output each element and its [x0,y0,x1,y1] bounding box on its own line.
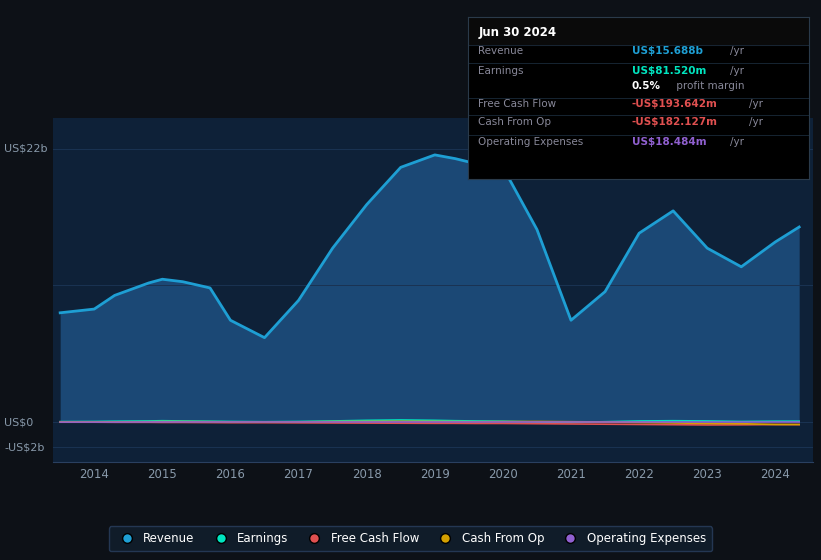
Text: Cash From Op: Cash From Op [478,118,551,128]
Text: Revenue: Revenue [478,46,523,56]
Text: Free Cash Flow: Free Cash Flow [478,99,557,109]
Text: /yr: /yr [750,118,764,128]
Text: Jun 30 2024: Jun 30 2024 [478,26,557,39]
Text: profit margin: profit margin [673,81,745,91]
Text: US$0: US$0 [4,417,34,427]
Text: /yr: /yr [731,66,745,76]
Text: -US$182.127m: -US$182.127m [631,118,718,128]
Text: /yr: /yr [750,99,764,109]
Text: /yr: /yr [731,46,745,56]
Text: US$22b: US$22b [4,144,48,153]
Text: 0.5%: 0.5% [631,81,661,91]
Text: Operating Expenses: Operating Expenses [478,137,584,147]
Text: US$15.688b: US$15.688b [631,46,703,56]
Text: US$18.484m: US$18.484m [631,137,706,147]
Text: -US$193.642m: -US$193.642m [631,99,718,109]
Text: US$81.520m: US$81.520m [631,66,706,76]
Text: -US$2b: -US$2b [4,442,44,452]
Text: /yr: /yr [731,137,745,147]
Legend: Revenue, Earnings, Free Cash Flow, Cash From Op, Operating Expenses: Revenue, Earnings, Free Cash Flow, Cash … [109,526,712,551]
Text: Earnings: Earnings [478,66,524,76]
